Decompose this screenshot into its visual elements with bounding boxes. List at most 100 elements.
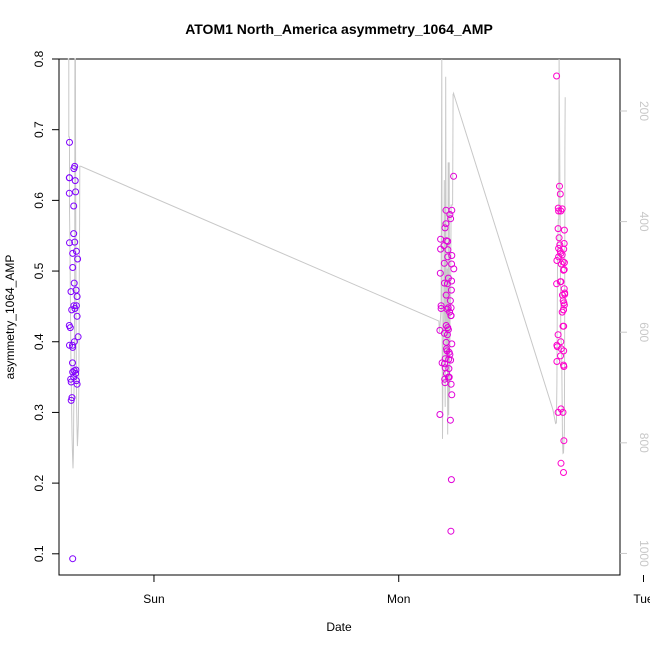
- scatter-point: [553, 358, 561, 365]
- scatter-point: [444, 253, 452, 261]
- scatter-point: [443, 331, 451, 339]
- scatter-point: [73, 293, 81, 300]
- scatter-point: [69, 359, 76, 367]
- scatter-point: [448, 252, 456, 259]
- scatter-point: [66, 138, 73, 146]
- scatter-point: [448, 391, 456, 399]
- scatter-point: [72, 366, 80, 374]
- scatter-point: [560, 226, 568, 234]
- scatter-point: [447, 380, 455, 388]
- scatter-point: [70, 338, 78, 346]
- right-tick-label: 200: [637, 101, 650, 121]
- scatter-point: [74, 255, 82, 263]
- x-tick-label: Mon: [387, 592, 410, 606]
- scatter-point: [72, 370, 80, 377]
- scatter-point: [72, 302, 80, 310]
- y-tick-label: 0.1: [32, 545, 46, 562]
- scatter-point: [553, 343, 561, 351]
- scatter-point: [66, 174, 73, 182]
- scatter-point: [441, 224, 449, 232]
- scatter-point: [447, 476, 455, 484]
- scatter-point: [441, 360, 448, 368]
- scatter-point: [68, 394, 76, 402]
- scatter-point: [555, 207, 563, 215]
- scatter-point: [447, 527, 455, 535]
- scatter-point: [74, 333, 82, 341]
- y-tick-label: 0.8: [32, 50, 46, 67]
- scatter-point: [557, 338, 565, 346]
- y-tick-label: 0.2: [32, 474, 46, 491]
- scatter-point: [554, 331, 562, 339]
- scatter-point: [73, 380, 81, 388]
- scatter-point: [72, 188, 80, 196]
- scatter-point: [556, 182, 563, 190]
- scatter-point: [72, 247, 80, 255]
- x-tick-label: Sun: [143, 592, 164, 606]
- scatter-point: [444, 373, 452, 381]
- scatter-point: [448, 206, 456, 214]
- scatter-point: [557, 352, 564, 360]
- scatter-point: [72, 377, 80, 385]
- scatter-point: [70, 279, 78, 287]
- scatter-point: [560, 245, 568, 253]
- scatter-point: [560, 266, 568, 274]
- x-axis: Sun Mon Tue: [143, 575, 650, 606]
- scatter-point: [447, 286, 455, 294]
- scatter-point: [442, 291, 450, 299]
- scatter-point: [70, 230, 78, 238]
- scatter-point: [560, 347, 568, 355]
- scatter-point: [442, 220, 450, 228]
- scatter-point: [444, 326, 452, 334]
- scatter-point: [69, 555, 77, 563]
- scatter-point: [557, 459, 565, 467]
- scatter-point: [445, 365, 453, 373]
- right-tick-label: 800: [637, 433, 650, 453]
- scatter-point: [554, 225, 562, 233]
- scatter-point: [69, 341, 76, 349]
- scatter-point: [72, 286, 80, 294]
- scatter-point: [447, 312, 455, 320]
- scatter-point: [560, 363, 568, 370]
- scatter-point: [446, 308, 454, 316]
- scatter-point: [447, 304, 455, 312]
- scatter-point: [446, 211, 454, 218]
- scatter-point: [68, 306, 76, 314]
- series-scatter: [65, 72, 569, 563]
- scatter-point: [443, 237, 450, 245]
- scatter-point: [560, 437, 568, 445]
- scatter-point: [447, 215, 455, 223]
- y-tick-label: 0.7: [32, 121, 46, 138]
- scatter-point: [553, 72, 561, 80]
- scatter-point: [556, 190, 564, 198]
- scatter-point: [73, 312, 81, 320]
- scatter-point: [67, 288, 75, 296]
- y-axis: 0.1 0.2 0.3 0.4 0.5 0.6 0.7 0.8: [32, 50, 59, 562]
- scatter-point: [65, 189, 73, 197]
- scatter-point: [67, 396, 75, 404]
- scatter-point: [71, 177, 79, 185]
- scatter-point: [553, 280, 561, 288]
- scatter-point: [560, 322, 568, 330]
- y-axis-label: asymmetry_1064_AMP: [3, 255, 17, 380]
- scatter-point: [560, 301, 568, 309]
- plot-box: [58, 58, 621, 576]
- scatter-point: [446, 416, 454, 424]
- scatter-point: [440, 259, 448, 267]
- scatter-point: [436, 269, 444, 277]
- scatter-point: [561, 290, 569, 298]
- right-tick-label: 1000: [637, 540, 650, 567]
- x-axis-label: Date: [326, 620, 352, 634]
- scatter-point: [444, 237, 452, 245]
- scatter-point: [70, 202, 78, 210]
- scatter-point: [556, 278, 564, 286]
- scatter-point: [558, 205, 566, 213]
- scatter-point: [69, 249, 77, 257]
- scatter-point: [436, 411, 444, 418]
- scatter-point: [448, 277, 456, 285]
- scatter-point: [66, 324, 74, 332]
- scatter-point: [71, 162, 79, 170]
- y-tick-label: 0.3: [32, 404, 46, 421]
- y-axis-right: 200 400 600 800 1000: [620, 101, 650, 567]
- scatter-point: [560, 469, 567, 476]
